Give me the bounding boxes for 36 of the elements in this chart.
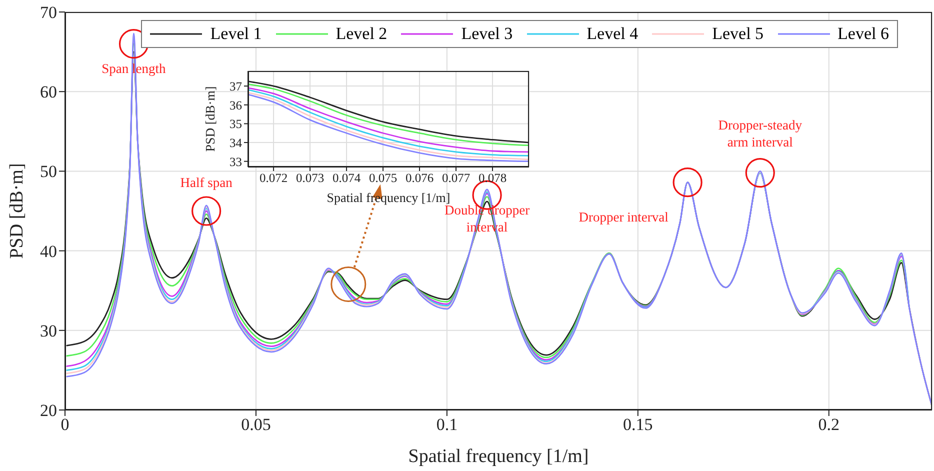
y-tick-label: 20 [40, 401, 57, 420]
y-tick-label: 40 [40, 242, 57, 261]
legend-label: Level 3 [461, 24, 513, 44]
x-tick-label: 0.078 [478, 170, 507, 185]
annotation: Dropper interval [578, 209, 669, 224]
legend-label: Level 2 [336, 24, 388, 44]
x-tick-label: 0.15 [623, 415, 653, 434]
x-tick-label: 0.077 [442, 170, 470, 185]
x-axis-title: Spatial frequency [1/m] [326, 190, 450, 205]
legend-label: Level 6 [838, 24, 889, 44]
y-tick-label: 34 [230, 136, 243, 150]
x-tick-label: 0.075 [368, 170, 398, 185]
legend-label: Level 5 [712, 24, 764, 44]
y-tick-label: 35 [230, 117, 242, 132]
y-tick-label: 33 [230, 154, 242, 169]
y-tick-label: 36 [230, 98, 242, 112]
annotation: Half span [180, 175, 233, 190]
legend-label: Level 1 [210, 24, 262, 44]
x-tick-label: 0.076 [405, 170, 434, 185]
y-axis-title: PSD [dB·m] [6, 163, 28, 259]
y-tick-label: 30 [40, 321, 57, 340]
y-axis-title: PSD [dB·m] [202, 86, 218, 152]
x-tick-label: 0 [60, 415, 70, 434]
legend-label: Level 4 [586, 24, 638, 44]
y-tick-label: 50 [40, 162, 57, 182]
annotation: Dropper-steady arm interval [718, 117, 802, 150]
x-tick-label: 0.073 [296, 170, 324, 185]
x-tick-label: 0.2 [818, 415, 840, 434]
y-tick-label: 60 [40, 82, 57, 102]
x-axis-title: Spatial frequency [1/m] [408, 446, 589, 467]
y-tick-label: 70 [40, 3, 57, 22]
y-tick-label: 37 [230, 79, 242, 94]
x-tick-label: 0.074 [332, 170, 362, 185]
x-tick-label: 0.05 [241, 415, 271, 434]
x-tick-label: 0.1 [436, 415, 458, 434]
x-tick-label: 0.072 [259, 170, 288, 185]
